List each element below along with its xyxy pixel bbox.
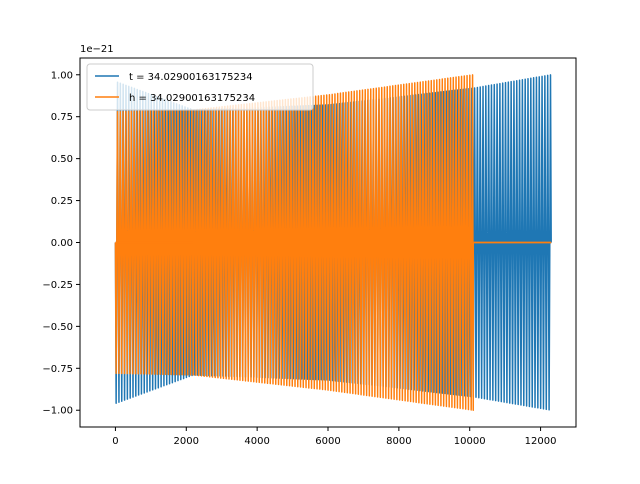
x-tick-label: 2000 [174,436,199,447]
legend-label-t: t = 34.02900163175234 [129,72,253,83]
y-tick-label: −0.50 [42,322,73,333]
y-tick-label: 0.25 [51,196,73,207]
series-h-line [114,74,552,411]
x-tick-label: 0 [112,436,118,447]
x-tick-label: 10000 [454,436,486,447]
series-layer [114,74,552,411]
x-tick-label: 8000 [386,436,411,447]
y-offset-text: 1e−21 [80,44,114,55]
legend-box [86,63,314,111]
legend-label-h: h = 34.02900163175234 [129,93,255,104]
y-tick-label: 0.00 [51,238,73,249]
x-tick-label: 4000 [244,436,269,447]
x-tick-label: 6000 [315,436,340,447]
legend: t = 34.02900163175234 h = 34.02900163175… [86,63,314,111]
x-tick-label: 12000 [525,436,557,447]
y-tick-label: 1.00 [51,70,73,81]
y-tick-label: −0.25 [42,280,73,291]
y-axis: −1.00 −0.75 −0.50 −0.25 0.00 0.25 0.50 0.75 1.00 [42,70,80,417]
y-tick-label: 0.75 [51,112,73,123]
y-tick-label: −0.75 [42,364,73,375]
y-tick-label: 0.50 [51,154,73,165]
x-axis: 0 2000 4000 6000 8000 10000 12000 [112,427,556,447]
y-tick-label: −1.00 [42,406,73,417]
